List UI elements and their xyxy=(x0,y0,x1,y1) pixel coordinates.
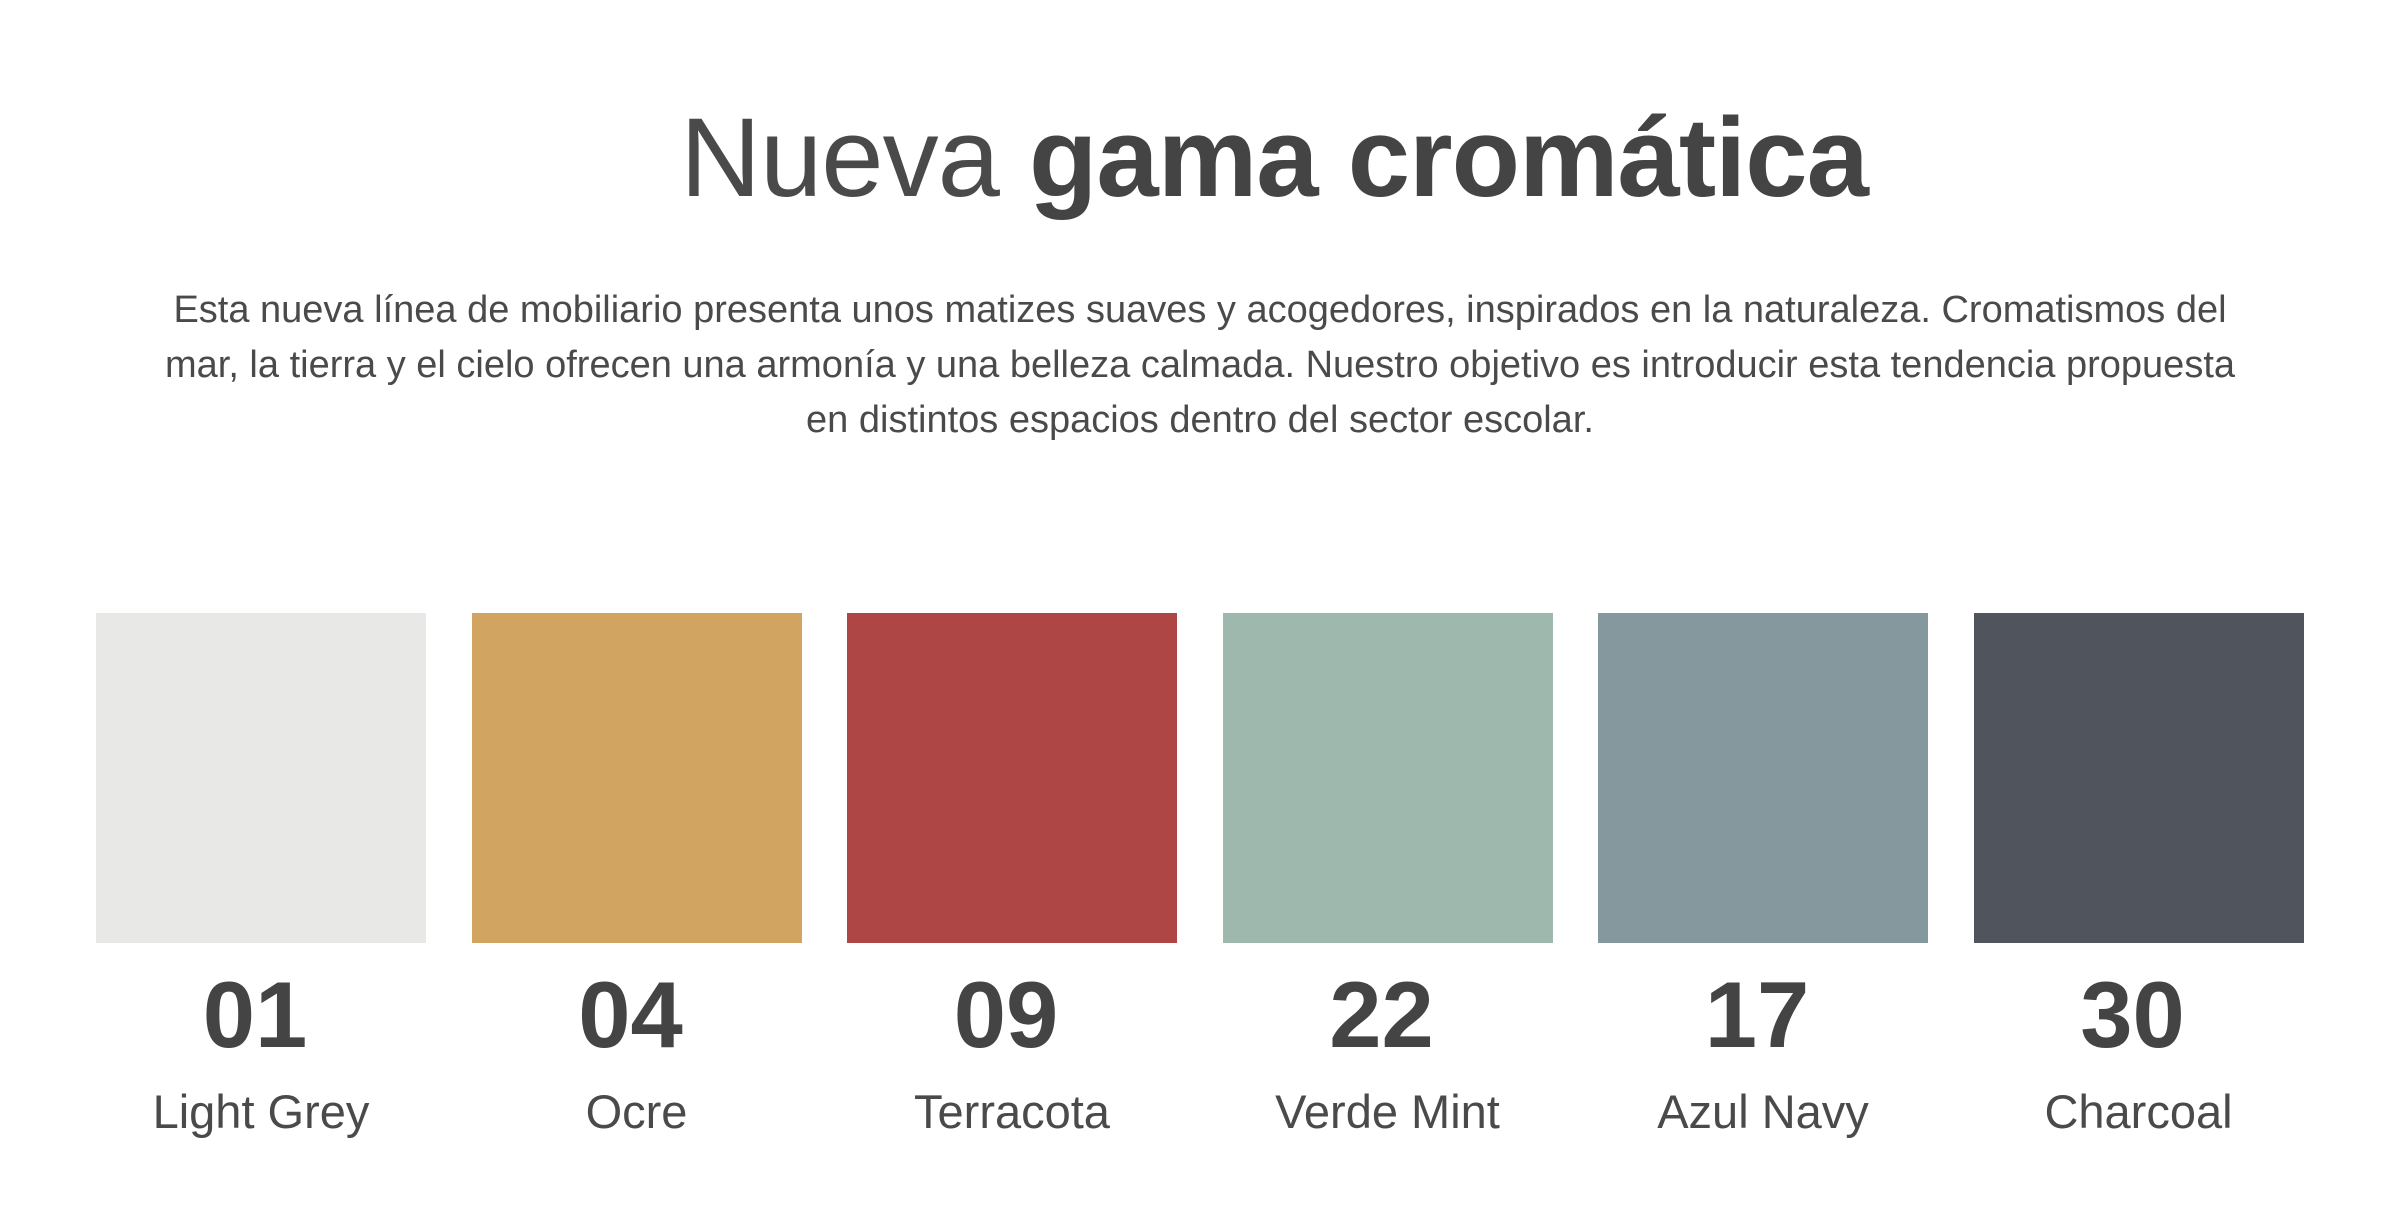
color-code: 17 xyxy=(1704,962,1810,1067)
color-name: Light Grey xyxy=(152,1085,370,1138)
color-name: Verde Mint xyxy=(1275,1085,1500,1138)
title-light: Nueva xyxy=(680,95,1000,220)
description-line: mar, la tierra y el cielo ofrecen una ar… xyxy=(164,344,2236,386)
color-swatch xyxy=(1973,613,2304,943)
color-swatch xyxy=(471,613,802,943)
color-name: Terracota xyxy=(914,1085,1110,1138)
color-code: 22 xyxy=(1329,962,1434,1067)
color-code: 09 xyxy=(953,962,1059,1067)
title: Nueva gama cromática xyxy=(0,88,2400,228)
title-bold: gama cromática xyxy=(1029,95,1869,220)
color-name: Charcoal xyxy=(2044,1085,2233,1138)
color-name: Ocre xyxy=(585,1085,688,1138)
description: Esta nueva línea de mobiliario presenta … xyxy=(0,283,2400,448)
color-swatch xyxy=(1222,613,1553,943)
color-swatch xyxy=(1598,613,1928,943)
color-code: 04 xyxy=(578,962,683,1067)
color-name: Azul Navy xyxy=(1657,1085,1869,1138)
description-line: Esta nueva línea de mobiliario presenta … xyxy=(173,289,2227,331)
color-swatch xyxy=(847,613,1177,943)
color-code: 30 xyxy=(2080,962,2185,1067)
color-code: 01 xyxy=(202,962,308,1067)
color-swatch xyxy=(96,613,426,943)
description-line: en distintos espacios dentro del sector … xyxy=(806,399,1594,441)
